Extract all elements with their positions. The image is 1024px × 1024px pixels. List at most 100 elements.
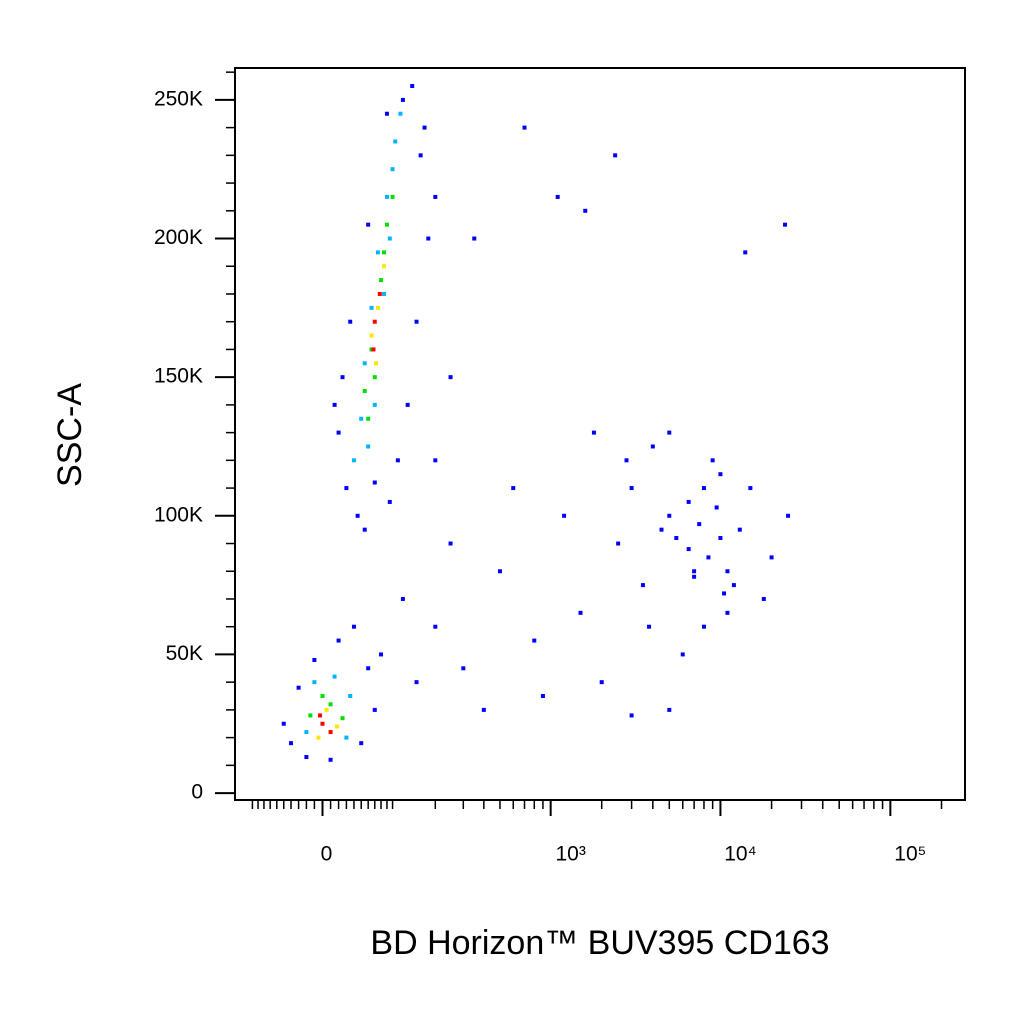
- scatter-point: [336, 638, 341, 643]
- scatter-point: [359, 416, 364, 421]
- scatter-point: [737, 527, 742, 532]
- scatter-point: [667, 513, 672, 518]
- scatter-point: [647, 624, 652, 629]
- scatter-point: [348, 694, 353, 699]
- scatter-point: [448, 541, 453, 546]
- scatter-point: [312, 657, 317, 662]
- y-axis-title: SSC-A: [51, 383, 89, 487]
- plot-frame: [234, 67, 966, 801]
- scatter-point: [472, 236, 477, 241]
- scatter-point: [562, 513, 567, 518]
- scatter-point: [312, 680, 317, 685]
- scatter-point: [336, 430, 341, 435]
- scatter-point: [725, 569, 730, 574]
- scatter-point: [390, 194, 395, 199]
- scatter-point: [382, 291, 387, 296]
- scatter-point: [384, 222, 389, 227]
- scatter-point: [348, 319, 353, 324]
- scatter-point: [328, 702, 333, 707]
- y-tick-label: 100K: [154, 503, 203, 526]
- y-tick-label: 50K: [166, 642, 203, 665]
- scatter-point: [328, 730, 333, 735]
- scatter-point: [640, 583, 645, 588]
- scatter-point: [393, 139, 398, 144]
- scatter-point: [371, 347, 376, 352]
- scatter-point: [374, 361, 379, 366]
- scatter-point: [786, 513, 791, 518]
- scatter-point: [599, 680, 604, 685]
- scatter-point: [372, 707, 377, 712]
- scatter-point: [369, 305, 374, 310]
- scatter-point: [332, 674, 337, 679]
- scatter-point: [318, 713, 323, 718]
- scatter-point: [324, 707, 329, 712]
- scatter-point: [375, 250, 380, 255]
- scatter-point: [395, 458, 400, 463]
- scatter-point: [328, 757, 333, 762]
- scatter-point: [414, 680, 419, 685]
- scatter-point: [377, 291, 382, 296]
- scatter-point: [540, 694, 545, 699]
- scatter-point: [578, 610, 583, 615]
- scatter-point: [433, 624, 438, 629]
- scatter-point: [692, 569, 697, 574]
- scatter-point: [281, 721, 286, 726]
- scatter-point: [629, 713, 634, 718]
- scatter-point: [362, 361, 367, 366]
- scatter-point: [583, 208, 588, 213]
- x-tick-label: 10⁴: [724, 843, 756, 866]
- x-tick-label: 0: [321, 843, 333, 866]
- scatter-point: [497, 569, 502, 574]
- scatter-point: [714, 505, 719, 510]
- scatter-point: [384, 194, 389, 199]
- scatter-point: [718, 535, 723, 540]
- scatter-point: [761, 596, 766, 601]
- scatter-point: [680, 652, 685, 657]
- scatter-point: [555, 194, 560, 199]
- scatter-point: [400, 97, 405, 102]
- scatter-point: [433, 458, 438, 463]
- scatter-point: [722, 591, 727, 596]
- scatter-point: [362, 527, 367, 532]
- scatter-point: [384, 111, 389, 116]
- scatter-point: [522, 125, 527, 130]
- scatter-point: [769, 555, 774, 560]
- scatter-point: [414, 319, 419, 324]
- scatter-point: [591, 430, 596, 435]
- scatter-point: [697, 522, 702, 527]
- scatter-point: [375, 305, 380, 310]
- scatter-point: [366, 444, 371, 449]
- y-tick-label: 0: [191, 781, 203, 804]
- scatter-point: [629, 486, 634, 491]
- scatter-point: [650, 444, 655, 449]
- scatter-point: [372, 319, 377, 324]
- scatter-point: [366, 416, 371, 421]
- scatter-point: [400, 596, 405, 601]
- scatter-point: [379, 652, 384, 657]
- scatter-point: [686, 547, 691, 552]
- scatter-point: [706, 555, 711, 560]
- y-tick-label: 150K: [154, 365, 203, 388]
- x-axis-title: BD Horizon™ BUV395 CD163: [370, 924, 829, 962]
- scatter-point: [316, 735, 321, 740]
- scatter-point: [369, 333, 374, 338]
- scatter-point: [366, 666, 371, 671]
- scatter-point: [296, 685, 301, 690]
- scatter-point: [701, 624, 706, 629]
- scatter-point: [366, 222, 371, 227]
- scatter-point: [379, 278, 384, 283]
- scatter-point: [461, 666, 466, 671]
- scatter-point: [390, 167, 395, 172]
- scatter-point: [320, 694, 325, 699]
- scatter-point: [448, 375, 453, 380]
- scatter-point: [613, 153, 618, 158]
- scatter-point: [481, 707, 486, 712]
- scatter-point: [340, 375, 345, 380]
- scatter-point: [667, 430, 672, 435]
- scatter-point: [340, 716, 345, 721]
- scatter-point: [320, 721, 325, 726]
- scatter-point: [372, 480, 377, 485]
- scatter-point: [382, 264, 387, 269]
- scatter-point: [659, 527, 664, 532]
